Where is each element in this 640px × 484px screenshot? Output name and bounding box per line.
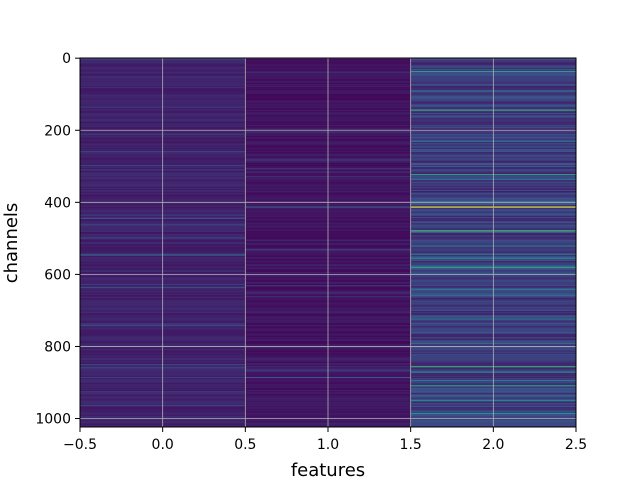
x-tick-label: 1.5	[400, 437, 422, 453]
x-tick-label: 1.0	[317, 437, 339, 453]
y-axis-ticks: 0 200 400 600 800 1000	[35, 51, 80, 428]
y-tick-label: 200	[44, 123, 71, 139]
x-axis-ticks: −0.5 0.0 0.5 1.0 1.5 2.0 2.5	[63, 427, 587, 453]
x-tick-label: 2.5	[565, 437, 587, 453]
y-tick-label: 600	[44, 267, 71, 283]
y-tick-label: 0	[62, 51, 71, 67]
x-axis-label: features	[291, 460, 365, 480]
y-tick-label: 800	[44, 339, 71, 355]
x-tick-label: 0.5	[234, 437, 256, 453]
x-tick-label: 2.0	[482, 437, 504, 453]
y-tick-label: 1000	[35, 412, 71, 428]
y-axis-label: channels	[1, 203, 22, 284]
y-tick-label: 400	[44, 195, 71, 211]
x-tick-label: 0.0	[152, 437, 174, 453]
x-tick-label: −0.5	[63, 437, 97, 453]
